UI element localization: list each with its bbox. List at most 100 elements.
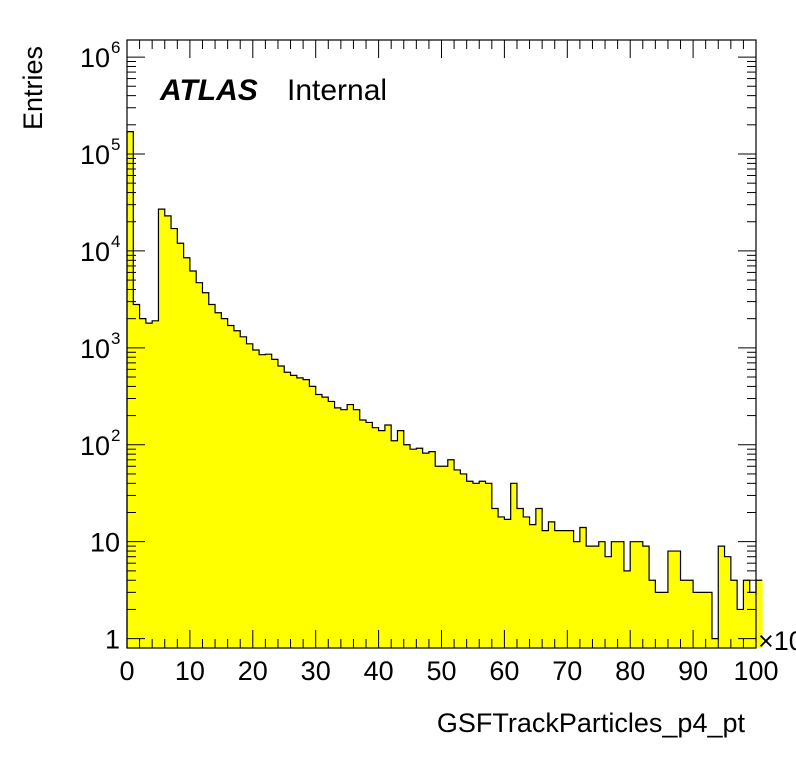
y-tick-exponent: 6	[111, 38, 120, 57]
histogram-bar	[529, 524, 537, 648]
histogram-bar	[139, 318, 147, 648]
histogram-bar	[718, 546, 725, 648]
histogram-bar	[171, 228, 178, 649]
axes	[126, 39, 757, 649]
x-tick-label: 10	[175, 656, 205, 686]
histogram-bar	[598, 541, 606, 648]
histogram-bar	[347, 404, 354, 648]
x-tick-label: 90	[678, 656, 708, 686]
x-axis-title: GSFTrackParticles_p4_pt	[437, 708, 746, 738]
histogram-bar	[491, 508, 499, 648]
y-tick-exponent: 2	[111, 426, 120, 445]
histogram-bar	[271, 359, 279, 648]
histogram-bar	[554, 530, 562, 648]
y-axis-title: Entries	[18, 46, 48, 130]
atlas-label: ATLAS	[159, 74, 258, 107]
y-tick-label: 10	[80, 334, 110, 364]
histogram-bar	[535, 508, 543, 648]
histogram-bar	[711, 638, 719, 648]
histogram-bar	[296, 377, 304, 648]
histogram-bar	[756, 580, 763, 648]
histogram-bar	[189, 271, 197, 648]
histogram-bar	[164, 215, 172, 648]
histogram-bar	[133, 304, 140, 648]
y-tick-exponent: 3	[111, 329, 120, 348]
x-tick-label: 30	[301, 656, 331, 686]
histogram-bar	[667, 551, 675, 648]
x-tick-label: 60	[489, 656, 519, 686]
histogram-bar	[642, 546, 650, 648]
histogram-bar	[693, 592, 700, 648]
histogram-bar	[485, 483, 493, 648]
histogram-bar	[196, 282, 203, 648]
histogram-bar	[441, 466, 449, 648]
histogram-bar	[422, 453, 430, 648]
histogram-bar	[240, 336, 247, 648]
histogram-bar	[579, 527, 587, 648]
histogram-bar	[397, 430, 405, 648]
x-tick-label: 80	[615, 656, 645, 686]
histogram-bar	[227, 325, 235, 648]
y-tick-label: 10	[90, 528, 120, 558]
histogram-bar	[466, 481, 474, 648]
histogram-bar	[221, 318, 229, 648]
histogram-bar	[259, 354, 266, 648]
histogram-bar	[353, 409, 361, 648]
histogram-bar	[303, 379, 310, 648]
histogram-bar	[655, 592, 663, 648]
histogram-outline	[126, 131, 763, 648]
y-tick-label: 10	[80, 237, 110, 267]
y-tick-label: 10	[80, 43, 110, 73]
y-tick-label: 1	[105, 625, 120, 655]
histogram-bar	[586, 546, 593, 648]
histogram-bar	[523, 516, 530, 648]
plot-area	[126, 131, 763, 649]
histogram-bar	[548, 521, 556, 648]
internal-label: Internal	[287, 74, 387, 107]
x-tick-label: 70	[552, 656, 582, 686]
histogram-bar	[617, 541, 625, 648]
histogram-bar	[504, 519, 512, 648]
histogram-bar	[454, 469, 461, 648]
histogram-bar	[277, 365, 285, 648]
histogram-bar	[315, 394, 323, 648]
histogram-bar	[183, 257, 191, 648]
histogram-bar	[309, 386, 317, 648]
histogram-bar	[561, 530, 568, 648]
histogram-bar	[328, 401, 335, 648]
histogram-bar	[158, 209, 166, 649]
histogram-bar	[498, 516, 505, 648]
histogram-bar	[447, 459, 455, 648]
histogram-bar	[428, 451, 436, 648]
x-tick-label: 0	[119, 656, 134, 686]
histogram-bar	[208, 304, 216, 648]
histogram-bar	[410, 449, 417, 648]
histogram-bar	[472, 483, 480, 648]
histogram-bar	[686, 580, 694, 648]
histogram-bar	[705, 592, 713, 648]
y-tick-label: 10	[80, 140, 110, 170]
histogram-bar	[246, 343, 254, 648]
y-tick-label: 10	[80, 431, 110, 461]
histogram-bar	[649, 580, 656, 648]
histogram-bar	[384, 424, 392, 648]
histogram-bar	[743, 580, 751, 648]
histogram-bar	[265, 354, 273, 648]
histogram-bar	[674, 551, 681, 648]
x-tick-label: 100	[733, 656, 778, 686]
histogram-bar	[737, 609, 744, 648]
histogram-bar	[510, 483, 518, 648]
histogram-bar	[573, 541, 581, 648]
histogram-bar	[542, 530, 549, 648]
histogram-bar	[127, 131, 134, 648]
histogram-bar	[284, 372, 291, 648]
histogram-bar	[605, 556, 612, 648]
histogram-bar	[215, 312, 222, 648]
x-tick-label: 20	[238, 656, 268, 686]
histogram-bar	[567, 530, 574, 648]
histogram-bar	[636, 541, 644, 648]
histogram-bar	[630, 541, 637, 648]
histogram-bar	[611, 541, 619, 648]
